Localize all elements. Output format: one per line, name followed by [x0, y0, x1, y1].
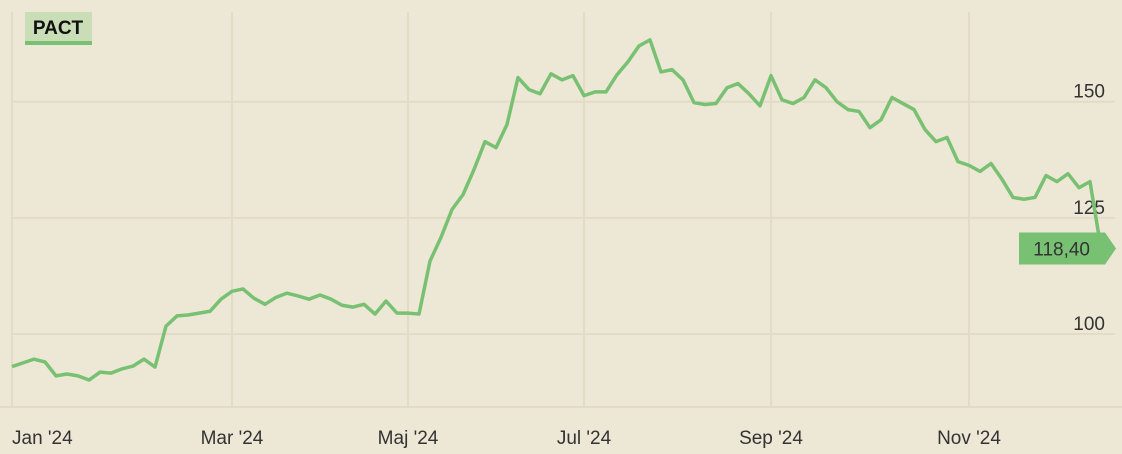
value-label-box [1019, 232, 1116, 265]
legend-label: PACT [33, 18, 84, 39]
y-tick-label: 125 [1073, 198, 1105, 219]
x-tick-label: Jan '24 [12, 428, 73, 449]
x-tick-label: Jul '24 [557, 428, 612, 449]
y-tick-label: 100 [1073, 314, 1105, 335]
legend-box [25, 12, 92, 42]
x-tick-label: Nov '24 [937, 428, 1001, 449]
value-label: 118,40 [1033, 240, 1090, 261]
legend-swatch [25, 41, 92, 45]
x-tick-label: Maj '24 [378, 428, 439, 449]
y-tick-label: 150 [1073, 82, 1105, 103]
price-line [11, 38, 1103, 382]
x-tick-label: Mar '24 [201, 428, 264, 449]
x-tick-label: Sep '24 [739, 428, 803, 449]
